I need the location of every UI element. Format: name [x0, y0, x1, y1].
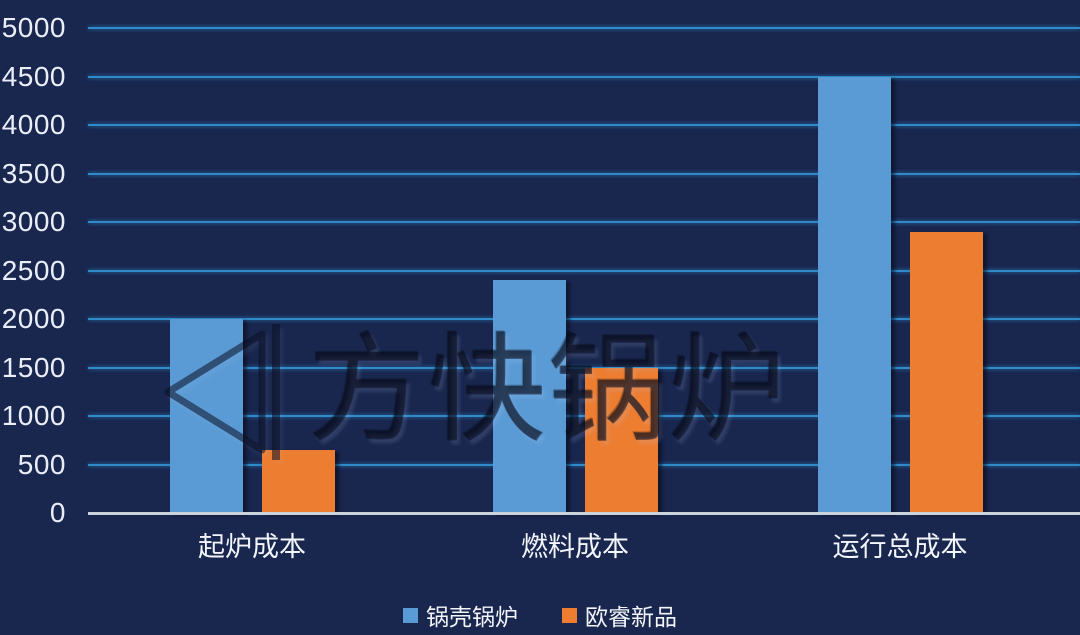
bar-锅壳锅炉-起炉成本: [169, 319, 243, 513]
y-axis-tick-label: 4500: [1, 60, 66, 92]
legend-label: 欧睿新品: [585, 605, 677, 630]
bar-锅壳锅炉-燃料成本: [492, 280, 566, 513]
gridline: [88, 75, 1080, 78]
x-axis-line: [88, 512, 1080, 515]
y-axis-tick-label: 2500: [1, 254, 66, 286]
bar-欧睿新品-起炉成本: [261, 449, 335, 513]
y-axis-tick-label: 1000: [1, 400, 66, 431]
legend-label: 锅壳锅炉: [426, 605, 518, 630]
watermark: 方快锅炉: [158, 322, 788, 462]
gridline: [88, 27, 1080, 29]
bar-欧睿新品-运行总成本: [909, 231, 983, 513]
category-label-燃料成本: 燃料成本: [521, 532, 629, 562]
gridline: [88, 221, 1080, 223]
bar-锅壳锅炉-运行总成本: [817, 76, 891, 513]
y-axis-tick-label: 2000: [1, 303, 66, 334]
gridline: [88, 269, 1080, 272]
y-axis-tick-label: 0: [49, 497, 66, 528]
y-axis-tick-label: 4000: [1, 109, 66, 140]
gridline: [88, 415, 1080, 417]
gridline: [88, 124, 1080, 126]
y-axis-tick-label: 1500: [1, 351, 66, 383]
legend-swatch: [403, 607, 418, 623]
y-axis-tick-label: 5000: [1, 12, 66, 43]
legend-item-锅壳锅炉: 锅壳锅炉: [403, 598, 518, 632]
y-axis-tick-label: 3000: [1, 206, 66, 237]
category-label-起炉成本: 起炉成本: [198, 532, 306, 562]
legend: 锅壳锅炉 欧睿新品: [0, 598, 1080, 632]
gridline: [88, 366, 1080, 369]
legend-swatch: [562, 607, 577, 623]
gridline: [88, 318, 1080, 320]
legend-item-欧睿新品: 欧睿新品: [562, 598, 677, 632]
bar-欧睿新品-燃料成本: [584, 367, 658, 513]
gridline: [88, 172, 1080, 175]
gridline: [88, 463, 1080, 466]
y-axis-tick-label: 500: [17, 448, 66, 480]
category-label-运行总成本: 运行总成本: [832, 532, 968, 562]
y-axis-tick-label: 3500: [1, 157, 66, 189]
